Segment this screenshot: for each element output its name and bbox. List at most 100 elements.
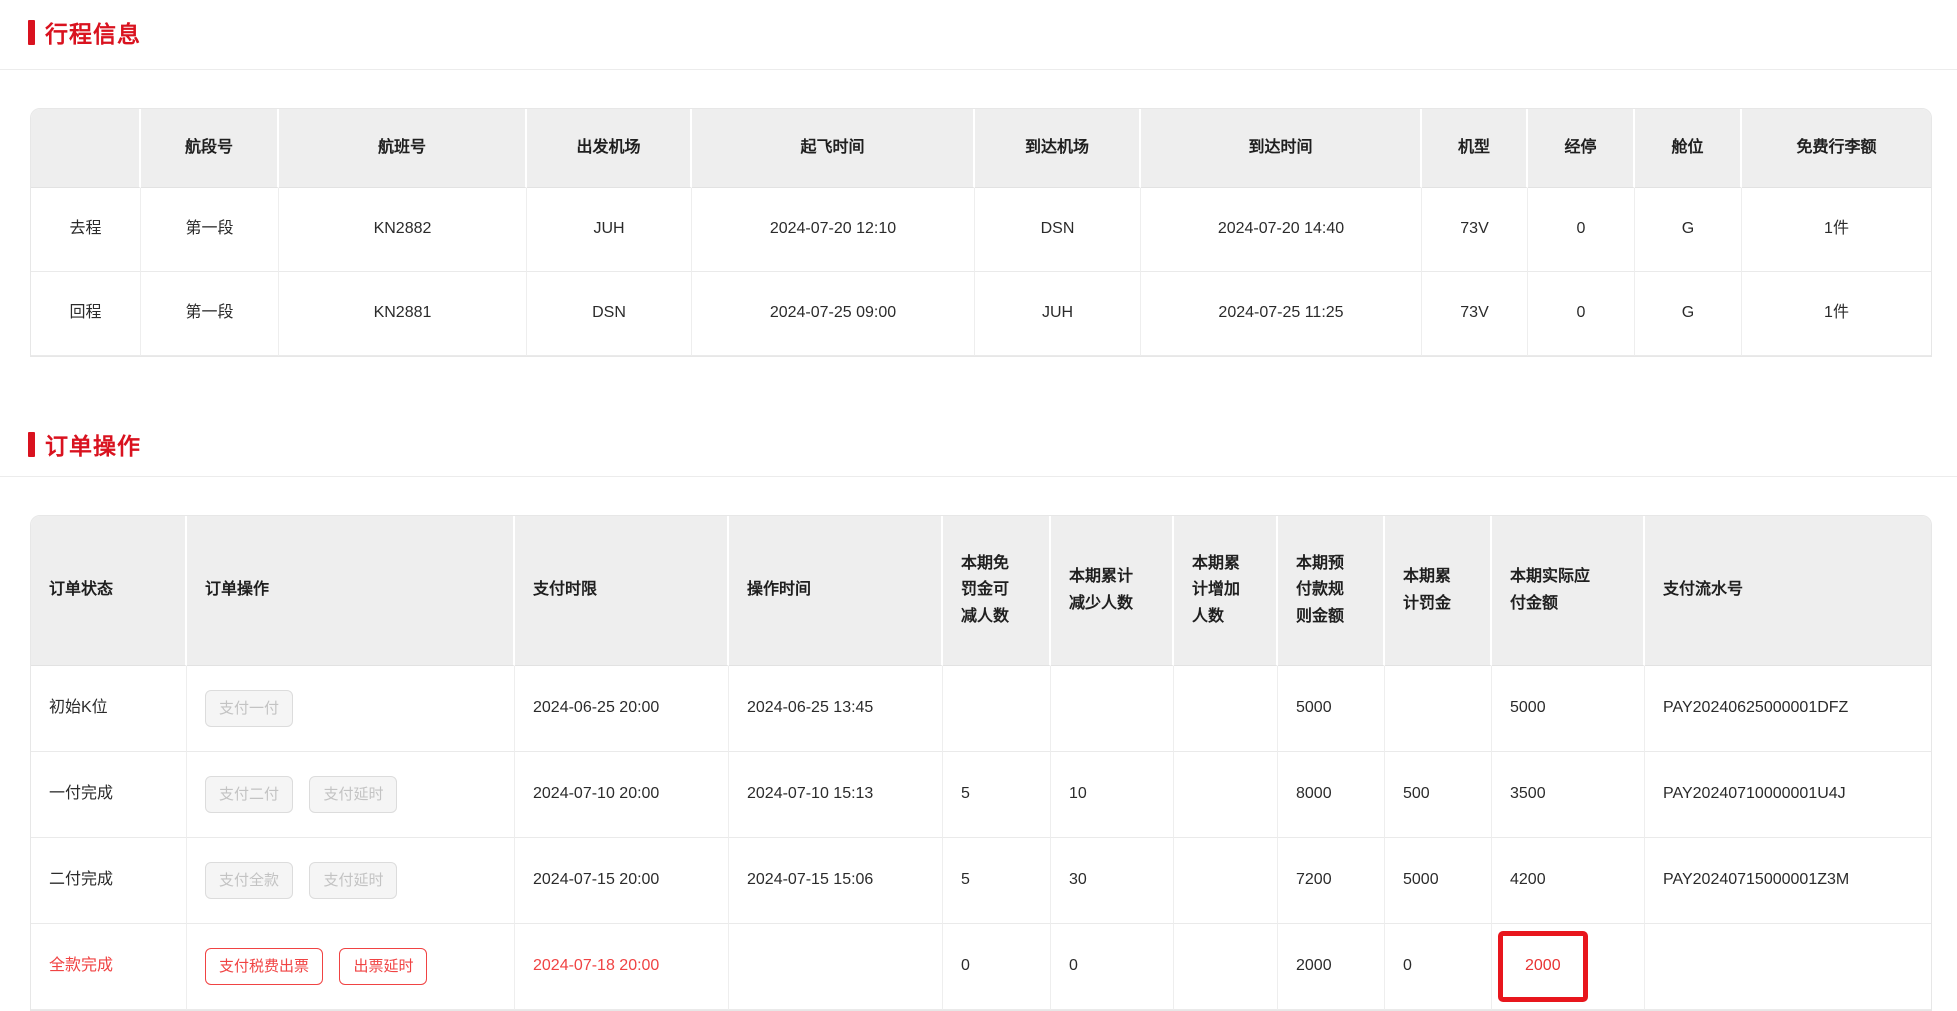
cell-stopover: 0 — [1528, 272, 1635, 356]
cell-stopover: 0 — [1528, 188, 1635, 272]
pay-delay-button: 支付延时 — [309, 862, 398, 899]
cell-operate-time: 2024-07-10 15:13 — [729, 752, 943, 838]
title-accent-bar — [28, 431, 35, 457]
pay-first-button: 支付一付 — [205, 690, 294, 727]
column-header-stopover: 经停 — [1528, 109, 1635, 188]
cell-order-actions: 支付二付 支付延时 — [187, 752, 515, 838]
cell-prepay-rule-amount: 2000 — [1278, 924, 1385, 1010]
cell-pay-serial: PAY20240710000001U4J — [1645, 752, 1931, 838]
cell-flight-no: KN2881 — [279, 272, 527, 356]
table-row-return: 回程 第一段 KN2881 DSN 2024-07-25 09:00 JUH 2… — [31, 272, 1931, 356]
column-header-free-penalty-reduce: 本期免 罚金可 减人数 — [943, 516, 1051, 666]
cell-pay-serial: PAY20240715000001Z3M — [1645, 838, 1931, 924]
cell-trip-type: 回程 — [31, 272, 141, 356]
cell-baggage-allowance: 1件 — [1742, 188, 1931, 272]
trip-info-table: 航段号 航班号 出发机场 起飞时间 到达机场 到达时间 机型 经停 舱位 免费行… — [30, 108, 1932, 357]
cell-depart-airport: DSN — [527, 272, 692, 356]
pay-tax-ticket-button[interactable]: 支付税费出票 — [205, 948, 324, 985]
cell-prepay-rule-amount: 8000 — [1278, 752, 1385, 838]
cell-arrive-time: 2024-07-20 14:40 — [1141, 188, 1422, 272]
table-row-outbound: 去程 第一段 KN2882 JUH 2024-07-20 12:10 DSN 2… — [31, 188, 1931, 272]
cell-pay-serial — [1645, 924, 1931, 1010]
cell-trip-type: 去程 — [31, 188, 141, 272]
cell-cum-penalty — [1385, 666, 1492, 752]
cell-depart-time: 2024-07-20 12:10 — [692, 188, 975, 272]
cell-free-penalty-reduce — [943, 666, 1051, 752]
column-header-cum-penalty: 本期累 计罚金 — [1385, 516, 1492, 666]
cell-actual-amount: 5000 — [1492, 666, 1645, 752]
cell-order-status: 全款完成 — [31, 924, 187, 1010]
cell-arrive-airport: JUH — [975, 272, 1141, 356]
cell-operate-time: 2024-07-15 15:06 — [729, 838, 943, 924]
cell-cum-increase — [1174, 924, 1278, 1010]
cell-pay-deadline: 2024-07-10 20:00 — [515, 752, 729, 838]
cell-operate-time: 2024-06-25 13:45 — [729, 666, 943, 752]
cell-order-actions: 支付一付 — [187, 666, 515, 752]
cell-arrive-time: 2024-07-25 11:25 — [1141, 272, 1422, 356]
cell-pay-serial: PAY20240625000001DFZ — [1645, 666, 1931, 752]
cell-order-status: 二付完成 — [31, 838, 187, 924]
cell-prepay-rule-amount: 7200 — [1278, 838, 1385, 924]
pay-second-button: 支付二付 — [205, 776, 294, 813]
table-row-initial-k: 初始K位 支付一付 2024-06-25 20:00 2024-06-25 13… — [31, 666, 1931, 752]
cell-cum-penalty: 0 — [1385, 924, 1492, 1010]
cell-cum-increase — [1174, 838, 1278, 924]
cell-pay-deadline: 2024-07-15 20:00 — [515, 838, 729, 924]
cell-actual-amount: 3500 — [1492, 752, 1645, 838]
title-accent-bar — [28, 19, 35, 45]
highlighted-amount: 2000 — [1498, 931, 1588, 1002]
ticket-delay-button[interactable]: 出票延时 — [339, 948, 428, 985]
column-header-cum-reduce: 本期累计 减少人数 — [1051, 516, 1174, 666]
section-title-order-label: 订单操作 — [45, 433, 141, 459]
cell-cum-reduce: 30 — [1051, 838, 1174, 924]
column-header-blank — [31, 109, 141, 188]
cell-cum-reduce: 10 — [1051, 752, 1174, 838]
cell-prepay-rule-amount: 5000 — [1278, 666, 1385, 752]
cell-cum-penalty: 500 — [1385, 752, 1492, 838]
table-row-first-pay-done: 一付完成 支付二付 支付延时 2024-07-10 20:00 2024-07-… — [31, 752, 1931, 838]
section-divider — [0, 69, 1957, 70]
cell-free-penalty-reduce: 5 — [943, 838, 1051, 924]
table-row-full-pay-done: 全款完成 支付税费出票 出票延时 2024-07-18 20:00 0 0 20… — [31, 924, 1931, 1010]
cell-pay-deadline: 2024-06-25 20:00 — [515, 666, 729, 752]
cell-pay-deadline: 2024-07-18 20:00 — [515, 924, 729, 1010]
section-divider — [0, 476, 1957, 477]
cell-baggage-allowance: 1件 — [1742, 272, 1931, 356]
column-header-order-actions: 订单操作 — [187, 516, 515, 666]
column-header-operate-time: 操作时间 — [729, 516, 943, 666]
table-row-second-pay-done: 二付完成 支付全款 支付延时 2024-07-15 20:00 2024-07-… — [31, 838, 1931, 924]
cell-free-penalty-reduce: 5 — [943, 752, 1051, 838]
column-header-order-status: 订单状态 — [31, 516, 187, 666]
cell-segment-no: 第一段 — [141, 272, 279, 356]
cell-cum-reduce: 0 — [1051, 924, 1174, 1010]
section-title-trip-label: 行程信息 — [45, 21, 141, 47]
section-title-order: 订单操作 — [28, 427, 141, 461]
cell-order-status: 初始K位 — [31, 666, 187, 752]
column-header-cum-increase: 本期累 计增加 人数 — [1174, 516, 1278, 666]
cell-actual-amount: 2000 — [1492, 924, 1645, 1010]
cell-cum-reduce — [1051, 666, 1174, 752]
column-header-cabin-class: 舱位 — [1635, 109, 1742, 188]
order-header-row: 订单状态 订单操作 支付时限 操作时间 本期免 罚金可 减人数 本期累计 减少人… — [31, 516, 1931, 666]
column-header-segment-no: 航段号 — [141, 109, 279, 188]
cell-order-actions: 支付全款 支付延时 — [187, 838, 515, 924]
cell-arrive-airport: DSN — [975, 188, 1141, 272]
pay-delay-button: 支付延时 — [309, 776, 398, 813]
cell-depart-airport: JUH — [527, 188, 692, 272]
column-header-flight-no: 航班号 — [279, 109, 527, 188]
cell-cum-penalty: 5000 — [1385, 838, 1492, 924]
trip-header-row: 航段号 航班号 出发机场 起飞时间 到达机场 到达时间 机型 经停 舱位 免费行… — [31, 109, 1931, 188]
section-title-trip: 行程信息 — [28, 15, 141, 49]
column-header-actual-amount: 本期实际应 付金额 — [1492, 516, 1645, 666]
cell-operate-time — [729, 924, 943, 1010]
cell-segment-no: 第一段 — [141, 188, 279, 272]
cell-cum-increase — [1174, 752, 1278, 838]
column-header-pay-serial: 支付流水号 — [1645, 516, 1931, 666]
cell-free-penalty-reduce: 0 — [943, 924, 1051, 1010]
cell-actual-amount: 4200 — [1492, 838, 1645, 924]
column-header-depart-airport: 出发机场 — [527, 109, 692, 188]
order-operation-table: 订单状态 订单操作 支付时限 操作时间 本期免 罚金可 减人数 本期累计 减少人… — [30, 515, 1932, 1011]
cell-cabin-class: G — [1635, 188, 1742, 272]
cell-cabin-class: G — [1635, 272, 1742, 356]
cell-cum-increase — [1174, 666, 1278, 752]
